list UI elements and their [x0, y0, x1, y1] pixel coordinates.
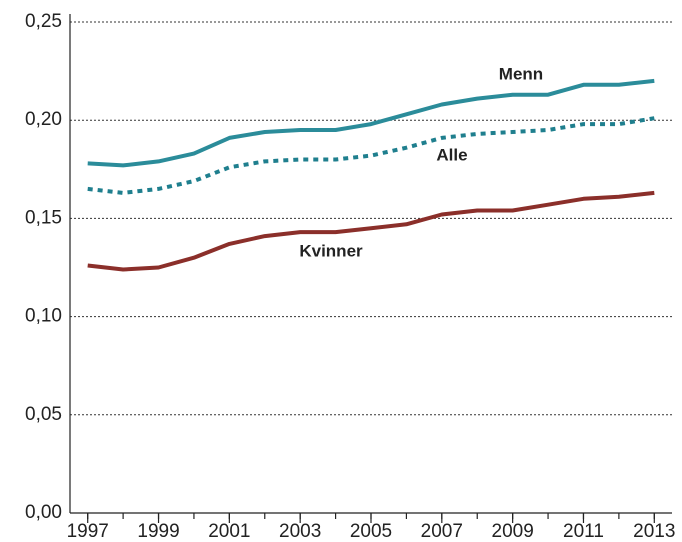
x-tick-label: 2007	[421, 521, 463, 542]
series-label: Menn	[499, 64, 543, 83]
x-tick-label: 2009	[492, 521, 534, 542]
x-tick-label: 1999	[137, 521, 179, 542]
y-tick-label: 0,20	[25, 109, 62, 130]
x-tick-label: 2003	[279, 521, 321, 542]
y-tick-label: 0,25	[25, 11, 62, 32]
series-label: Kvinner	[299, 241, 363, 260]
y-tick-label: 0,05	[25, 404, 62, 425]
x-tick-label: 2013	[633, 521, 675, 542]
series-line	[87, 190, 655, 272]
series-line	[87, 116, 655, 195]
x-tick-label: 1997	[67, 521, 109, 542]
y-tick-label: 0,15	[25, 207, 62, 228]
series-label: Alle	[436, 145, 467, 164]
y-tick-label: 0,10	[25, 306, 62, 327]
x-tick-label: 2005	[350, 521, 392, 542]
x-tick-label: 2011	[563, 521, 604, 542]
x-tick-label: 2001	[208, 521, 250, 542]
series-line	[87, 78, 655, 168]
y-tick-label: 0,00	[25, 502, 62, 523]
